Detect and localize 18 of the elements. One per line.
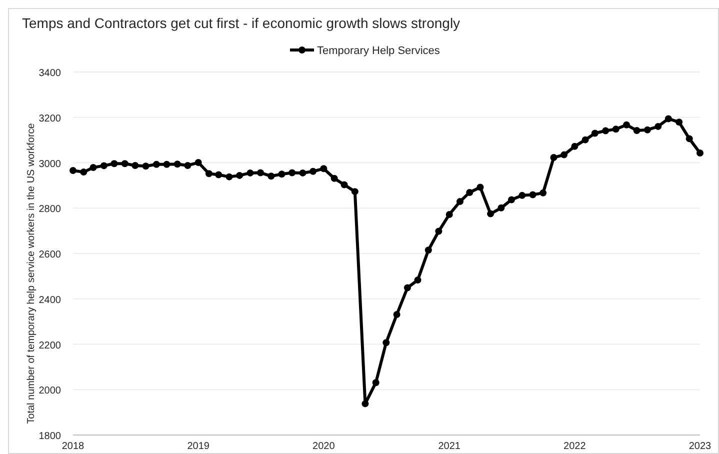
x-tick-label: 2023 bbox=[688, 441, 712, 452]
y-tick-label: 1800 bbox=[38, 431, 62, 442]
y-tick-label: 2200 bbox=[38, 340, 62, 352]
y-tick-label: 3200 bbox=[38, 113, 62, 124]
x-tick-label: 2022 bbox=[564, 441, 586, 452]
x-tick-label: 2020 bbox=[312, 441, 336, 452]
x-tick-label: 2018 bbox=[62, 441, 85, 452]
y-tick-label: 2000 bbox=[38, 386, 62, 397]
y-tick-label: 2400 bbox=[38, 294, 62, 306]
x-tick-label: 2019 bbox=[187, 441, 210, 452]
legend-label: Temporary Help Services bbox=[317, 45, 440, 57]
y-tick-label: 2800 bbox=[38, 204, 62, 216]
y-tick-label: 3400 bbox=[38, 68, 62, 79]
y-tick-label: 3000 bbox=[38, 158, 62, 170]
y-axis-title: Total number of temporary help service workers in the US workforce bbox=[26, 122, 37, 424]
x-tick-label: 2021 bbox=[438, 441, 461, 452]
y-tick-label: 2600 bbox=[38, 250, 62, 260]
chart-title: Temps and Contractors get cut first - if economic growth slows strongly bbox=[22, 15, 460, 31]
